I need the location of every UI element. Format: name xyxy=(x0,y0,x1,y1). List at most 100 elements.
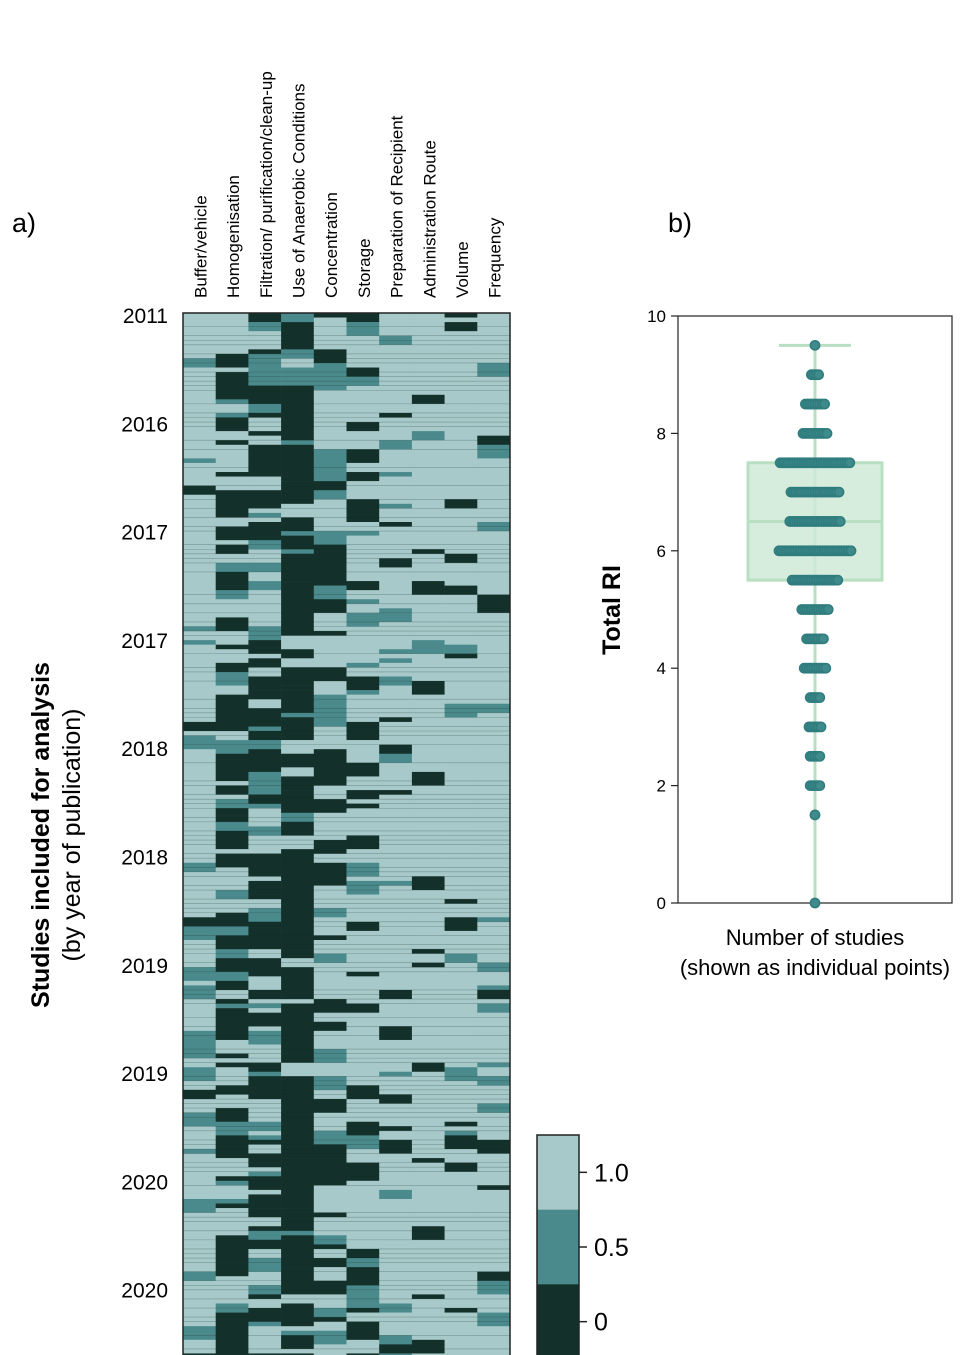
heatmap-cell xyxy=(444,1053,478,1068)
heatmap-cell xyxy=(477,1262,511,1272)
heatmap-cell xyxy=(346,721,380,736)
heatmap-cell xyxy=(379,780,413,791)
heatmap-cell xyxy=(444,1171,478,1182)
heatmap-cell xyxy=(313,812,347,823)
heatmap-cell xyxy=(477,1344,511,1355)
heatmap-cell xyxy=(444,1030,478,1045)
heatmap-cell xyxy=(215,440,249,446)
heatmap-cell xyxy=(379,1344,413,1354)
heatmap-cell xyxy=(379,721,413,727)
heatmap-cell xyxy=(379,331,413,337)
heatmap-cell xyxy=(183,721,216,732)
heatmap-cell xyxy=(215,1198,249,1204)
heatmap-cell xyxy=(248,440,282,446)
heatmap-cell xyxy=(215,358,249,368)
heatmap-cell xyxy=(477,1167,511,1182)
heatmap-cell xyxy=(248,1230,282,1241)
heatmap-cell xyxy=(477,694,511,700)
heatmap-cell xyxy=(248,390,282,405)
heatmap-cell xyxy=(281,1130,315,1141)
heatmap-cell xyxy=(281,481,315,491)
heatmap-cell xyxy=(215,1158,249,1163)
heatmap-cell xyxy=(444,1135,478,1150)
heatmap-cell xyxy=(248,958,282,964)
heatmap-cell xyxy=(346,1121,380,1132)
heatmap-cell xyxy=(346,1335,380,1341)
heatmap-cell xyxy=(248,458,282,468)
heatmap-cell xyxy=(215,526,249,532)
heatmap-cell xyxy=(281,1035,315,1041)
heatmap-cell xyxy=(477,353,511,364)
heatmap-cell xyxy=(477,612,511,627)
heatmap-cell xyxy=(248,603,282,614)
heatmap-cell xyxy=(379,499,413,505)
heatmap-cell xyxy=(379,1076,413,1086)
heatmap-cell xyxy=(281,658,315,668)
heatmap-cell xyxy=(346,835,380,850)
heatmap-cell xyxy=(346,558,380,573)
heatmap-cell xyxy=(411,1326,445,1332)
heatmap-cell xyxy=(477,458,511,468)
heatmap-cell xyxy=(183,862,216,873)
heatmap-column-label: Storage xyxy=(355,238,374,298)
heatmap-cell xyxy=(248,1144,282,1150)
heatmap-cell xyxy=(411,313,445,318)
heatmap-cell xyxy=(313,930,347,936)
heatmap-cell xyxy=(477,1158,511,1168)
heatmap-cell xyxy=(379,790,413,795)
heatmap-cell xyxy=(183,1221,216,1227)
heatmap-cell xyxy=(281,862,315,868)
heatmap-cell xyxy=(379,567,413,573)
heatmap-cell xyxy=(248,1326,282,1341)
heatmap-cell xyxy=(444,644,478,655)
heatmap-cell xyxy=(444,767,478,782)
heatmap-cell xyxy=(411,681,445,695)
heatmap-cell xyxy=(281,503,315,518)
heatmap-cell xyxy=(215,631,249,636)
box-x-axis-subtitle: (shown as individual points) xyxy=(680,955,950,980)
heatmap-cell xyxy=(379,1303,413,1313)
heatmap-cell xyxy=(444,481,478,486)
heatmap-column-label: Homogenisation xyxy=(224,175,243,298)
heatmap-cell xyxy=(183,512,216,523)
heatmap-cell xyxy=(183,940,216,954)
heatmap-cell xyxy=(411,1076,445,1091)
heatmap-cell xyxy=(183,980,216,986)
heatmap-cell xyxy=(281,803,315,814)
heatmap-cell xyxy=(346,1308,380,1313)
heatmap-cell xyxy=(183,1289,216,1304)
heatmap-cell xyxy=(444,1221,478,1232)
heatmap-cell xyxy=(379,385,413,396)
heatmap-cell xyxy=(248,1003,282,1009)
heatmap-cell xyxy=(313,1035,347,1041)
heatmap-cell xyxy=(444,626,478,632)
heatmap-cell xyxy=(183,1112,216,1127)
heatmap-cell xyxy=(346,949,380,959)
heatmap-cell xyxy=(281,821,315,836)
heatmap-cell xyxy=(379,1103,413,1118)
heatmap-cell xyxy=(379,1289,413,1304)
heatmap-cell xyxy=(346,481,380,486)
heatmap-cell xyxy=(411,790,445,795)
heatmap-cell xyxy=(313,472,347,482)
heatmap-cell xyxy=(281,1158,315,1173)
heatmap-cell xyxy=(215,853,249,868)
heatmap-cell xyxy=(215,599,249,605)
heatmap-cell xyxy=(477,362,511,377)
heatmap-cell xyxy=(215,417,249,432)
heatmap-cell xyxy=(444,662,478,668)
study-point xyxy=(809,897,821,909)
heatmap-cell xyxy=(248,1298,282,1309)
heatmap-cell xyxy=(313,649,347,655)
heatmap-cell xyxy=(346,1080,380,1086)
heatmap-cell xyxy=(379,1017,413,1027)
heatmap-cell xyxy=(411,1294,445,1300)
heatmap-cell xyxy=(215,694,249,700)
heatmap-cell xyxy=(183,403,216,409)
heatmap-cell xyxy=(183,776,216,782)
heatmap-cell xyxy=(477,753,511,764)
heatmap-cell xyxy=(313,1317,347,1322)
heatmap-cell xyxy=(477,490,511,500)
heatmap-cell xyxy=(313,481,347,491)
heatmap-cell xyxy=(379,1167,413,1177)
